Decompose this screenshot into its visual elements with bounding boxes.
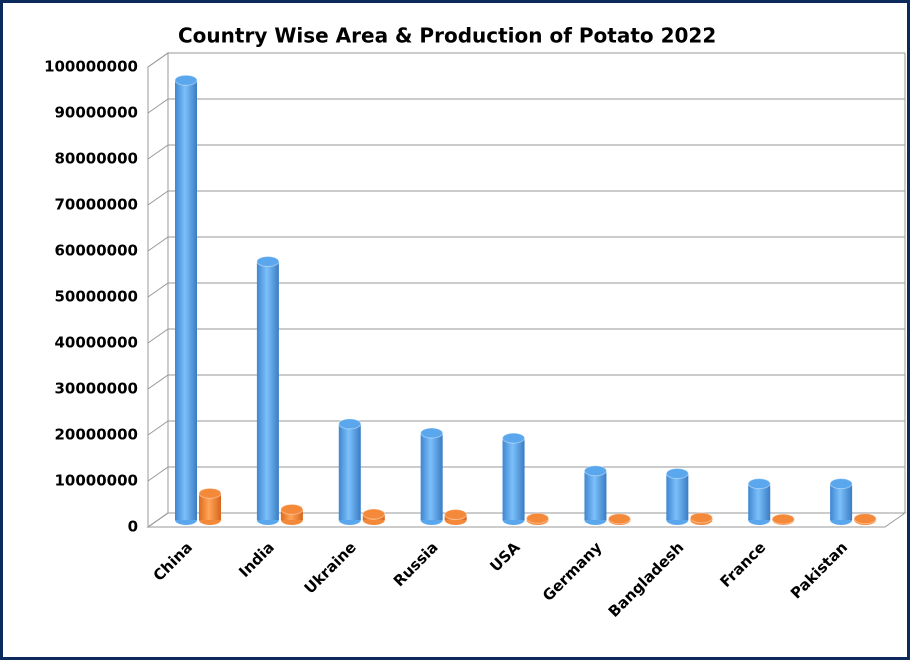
grid-line bbox=[147, 236, 905, 252]
bar bbox=[748, 483, 771, 520]
bar-top bbox=[338, 418, 362, 430]
y-tick-label: 40000000 bbox=[55, 334, 139, 352]
bar-top bbox=[444, 508, 468, 520]
chart-title: Country Wise Area & Production of Potato… bbox=[178, 24, 716, 48]
grid-line bbox=[147, 512, 905, 528]
grid-line bbox=[147, 328, 905, 344]
grid-line bbox=[147, 466, 905, 482]
bar bbox=[199, 493, 221, 520]
bar bbox=[175, 80, 197, 521]
grid-line bbox=[147, 282, 905, 298]
bar-top bbox=[174, 74, 198, 86]
bar bbox=[666, 473, 689, 520]
grid-line bbox=[147, 374, 905, 390]
y-tick-label: 10000000 bbox=[55, 472, 139, 490]
grid-line bbox=[147, 420, 905, 436]
y-tick-label: 20000000 bbox=[55, 426, 139, 444]
grid-line bbox=[147, 98, 905, 114]
bar-top bbox=[280, 503, 304, 515]
bar-top bbox=[420, 427, 444, 439]
y-tick-label: 50000000 bbox=[55, 288, 139, 306]
y-tick-label: 60000000 bbox=[55, 242, 139, 260]
bar-top bbox=[362, 508, 386, 520]
bar-top bbox=[526, 512, 550, 524]
bar-top bbox=[771, 513, 795, 525]
bar bbox=[420, 433, 443, 520]
bar-top bbox=[583, 465, 607, 477]
bar-top bbox=[502, 432, 526, 444]
bar-top bbox=[689, 512, 713, 524]
bar bbox=[502, 438, 525, 520]
bar-top bbox=[607, 513, 631, 525]
grid-line bbox=[147, 144, 905, 160]
y-tick-label: 0 bbox=[128, 518, 138, 536]
bar-top bbox=[665, 468, 689, 480]
bar-top bbox=[747, 478, 771, 490]
y-tick-label: 80000000 bbox=[55, 150, 139, 168]
bar-top bbox=[198, 487, 222, 499]
bar bbox=[584, 470, 607, 520]
bar-top bbox=[256, 255, 280, 267]
bar-top bbox=[829, 478, 853, 490]
bar bbox=[256, 261, 279, 520]
y-tick-label: 100000000 bbox=[44, 58, 138, 76]
bar bbox=[830, 483, 853, 520]
y-tick-label: 70000000 bbox=[55, 196, 139, 214]
grid-line bbox=[147, 52, 905, 68]
y-tick-label: 90000000 bbox=[55, 104, 139, 122]
bar bbox=[280, 509, 303, 520]
y-tick-label: 30000000 bbox=[55, 380, 139, 398]
grid-line bbox=[147, 190, 905, 206]
bar-top bbox=[853, 513, 877, 525]
bar bbox=[338, 423, 361, 520]
